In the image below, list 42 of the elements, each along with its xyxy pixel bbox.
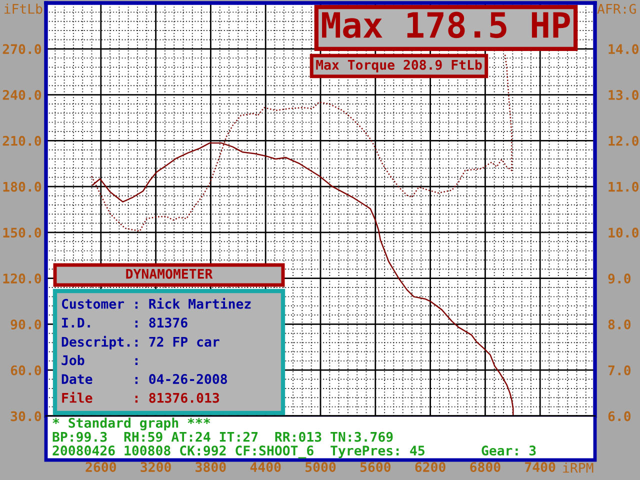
x-tick-label: 6800 [470, 462, 500, 472]
text: BP:99.3 RH:59 AT:24 IT:27 RR:013 TN:3.769 [52, 432, 393, 442]
y2-tick-label: 12.0 [608, 136, 638, 146]
annotation: Job : [62, 355, 138, 366]
annotation: Customer : Rick Martinez [62, 298, 251, 309]
annotation: I.D. : 81376 [62, 318, 188, 328]
text: 20080426 100808 CK:992 CF:SHOOT_6 TyrePres: 45 Gear: 3 [52, 446, 536, 458]
chart-title: Max 178.5 HP [322, 12, 570, 38]
y-tick-label: 30.0 [10, 411, 42, 422]
x-tick-label: 4400 [250, 462, 281, 472]
y-tick-label: 60.0 [10, 365, 42, 376]
y-tick-label: 120.0 [3, 274, 42, 284]
y-tick-label: 210.0 [2, 136, 42, 146]
y2-tick-label: 14.0 [608, 44, 638, 54]
x-tick-label: 3800 [196, 462, 226, 472]
text: Max Torque 208.9 FtLb [316, 60, 482, 72]
y-tick-label: 240.0 [2, 90, 42, 100]
y2-tick-label: 13.0 [608, 90, 638, 100]
x-tick-label: 7400 [525, 462, 556, 472]
annotation: DYNAMOMETER [126, 268, 213, 279]
y2-tick-label: 8.0 [608, 319, 631, 330]
y-tick-label: 180.0 [3, 182, 42, 192]
y2-tick-label: 6.0 [608, 411, 631, 422]
y-tick-label: 270.0 [2, 44, 42, 54]
annotation: Descript.: 72 FP car [62, 336, 220, 350]
text: * Standard graph *** [52, 418, 210, 430]
y2-tick-label: 9.0 [608, 274, 631, 284]
y2-axis-title: AFR:G [597, 4, 636, 14]
y2-tick-label: 11.0 [608, 182, 638, 192]
x-tick-label: 6200 [415, 462, 446, 472]
annotation: File : 81376.013 [62, 392, 220, 403]
y-tick-label: 150.0 [3, 228, 42, 238]
y2-tick-label: 10.0 [608, 228, 638, 238]
x-tick-label: 5000 [306, 462, 336, 472]
x-tick-label: 2600 [86, 462, 116, 472]
x-axis-title: iRPM [563, 462, 594, 473]
x-tick-label: 3200 [140, 462, 171, 472]
y2-tick-label: 7.0 [608, 365, 631, 376]
annotation: Date : 04-26-2008 [62, 374, 227, 384]
x-tick-label: 5600 [360, 462, 390, 472]
y-tick-label: 90.0 [10, 319, 42, 330]
y-axis-title: iFtLb [4, 4, 42, 14]
